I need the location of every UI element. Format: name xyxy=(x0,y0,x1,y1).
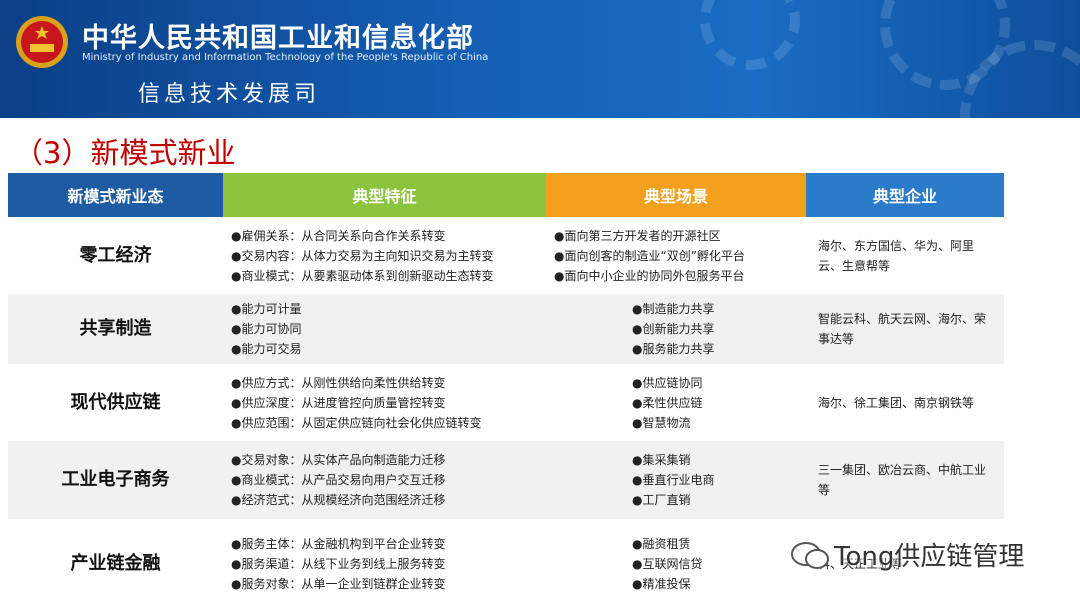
feature-item: ●服务主体：从金融机构到平台企业转变 xyxy=(231,537,446,551)
feature-item: ●能力可计量 xyxy=(231,302,302,316)
feature-item: ●商业模式：从产品交易向用户交互迁移 xyxy=(231,473,446,487)
column-header: 典型特征 xyxy=(223,173,546,217)
feature-item: ●能力可交易 xyxy=(231,342,302,356)
enterprises-cell: 海尔、东方国信、华为、阿里云、生意帮等 xyxy=(806,217,1004,294)
scenes-cell: ●面向第三方开发者的开源社区 ●面向创客的制造业“双创”孵化平台 ●面向中小企业的协… xyxy=(546,217,806,294)
scene-item: ●智慧物流 xyxy=(632,415,691,430)
enterprises-cell: 海尔、徐工集团、南京钢铁等 xyxy=(806,364,1004,441)
features-cell: ●交易对象：从实体产品向制造能力迁移 ●商业模式：从产品交易向用户交互迁移 ●经济范… xyxy=(223,441,546,519)
feature-item: ●服务渠道：从线下业务到线上服务转变 xyxy=(231,557,446,571)
scene-item: ●垂直行业电商 xyxy=(632,473,715,487)
row-name: 共享制造 xyxy=(8,294,223,364)
features-cell: ●能力可计量 ●能力可协同 ●能力可交易 xyxy=(223,294,546,364)
features-cell: ●雇佣关系：从合同关系向合作关系转变 ●交易内容：从体力交易为主向知识交易为主转变… xyxy=(223,217,546,294)
scenes-cell: ●融资租赁 ●互联网信贷 ●精准投保 xyxy=(546,519,806,609)
row-name: 零工经济 xyxy=(8,217,223,294)
enterprises-cell: 科、天正工业等 xyxy=(806,519,1004,609)
org-subtitle: Ministry of Industry and Information Tec… xyxy=(82,52,489,63)
feature-item: ●交易内容：从体力交易为主向知识交易为主转变 xyxy=(231,248,494,263)
scene-item: ●工厂直销 xyxy=(632,493,691,507)
scenes-cell: ●制造能力共享 ●创新能力共享 ●服务能力共享 xyxy=(546,294,806,364)
column-header: 典型企业 xyxy=(806,173,1004,217)
scene-item: ●创新能力共享 xyxy=(632,322,715,336)
table-row: 产业链金融 ●服务主体：从金融机构到平台企业转变 ●服务渠道：从线下业务到线上服务转… xyxy=(8,519,1004,609)
table-row: 工业电子商务 ●交易对象：从实体产品向制造能力迁移 ●商业模式：从产品交易向用户交互… xyxy=(8,441,1004,519)
scene-item: ●精准投保 xyxy=(632,577,691,591)
features-cell: ●供应方式：从刚性供给向柔性供给转变 ●供应深度：从进度管控向质量管控转变 ●供应范… xyxy=(223,364,546,441)
table-row: 共享制造 ●能力可计量 ●能力可协同 ●能力可交易 ●制造能力共享 ●创新能力共享 ●服务能… xyxy=(8,294,1004,364)
row-name: 现代供应链 xyxy=(8,364,223,441)
scene-item: ●面向创客的制造业“双创”孵化平台 xyxy=(554,248,745,263)
feature-item: ●供应范围：从固定供应链向社会化供应链转变 xyxy=(231,415,482,430)
feature-item: ●供应深度：从进度管控向质量管控转变 xyxy=(231,395,446,410)
scene-item: ●互联网信贷 xyxy=(632,557,703,571)
row-name: 产业链金融 xyxy=(8,519,223,609)
enterprises-cell: 智能云科、航天云网、海尔、荣事达等 xyxy=(806,294,1004,364)
scene-item: ●面向中小企业的协同外包服务平台 xyxy=(554,268,745,283)
emblem xyxy=(16,16,68,68)
column-header: 新模式新业态 xyxy=(8,173,223,217)
scene-item: ●供应链协同 xyxy=(632,375,703,390)
org-title: 中华人民共和国工业和信息化部 xyxy=(82,23,474,54)
enterprises-cell: 三一集团、欧冶云商、中航工业等 xyxy=(806,441,1004,519)
scene-item: ●融资租赁 xyxy=(632,537,691,551)
column-header: 典型场景 xyxy=(546,173,806,217)
scenes-cell: ●集采集销 ●垂直行业电商 ●工厂直销 xyxy=(546,441,806,519)
gear-decoration xyxy=(700,0,800,70)
scenes-cell: ●供应链协同 ●柔性供应链 ●智慧物流 xyxy=(546,364,806,441)
table-body: 零工经济 ●雇佣关系：从合同关系向合作关系转变 ●交易内容：从体力交易为主向知识交易… xyxy=(8,217,1004,609)
table: 新模式新业态 典型特征 典型场景 典型企业 零工经济 ●雇佣关系：从合同关系向合作关系转… xyxy=(8,173,1004,609)
feature-item: ●商业模式：从要素驱动体系到创新驱动生态转变 xyxy=(231,268,494,283)
feature-item: ●能力可协同 xyxy=(231,322,302,336)
feature-item: ●服务对象：从单一企业到链群企业转变 xyxy=(231,577,446,591)
row-name: 工业电子商务 xyxy=(8,441,223,519)
table-row: 现代供应链 ●供应方式：从刚性供给向柔性供给转变 ●供应深度：从进度管控向质量管控转… xyxy=(8,364,1004,441)
watermark-icon xyxy=(791,542,829,569)
features-cell: ●服务主体：从金融机构到平台企业转变 ●服务渠道：从线下业务到线上服务转变 ●服务对… xyxy=(223,519,546,609)
feature-item: ●经济范式：从规模经济向范围经济迁移 xyxy=(231,493,446,507)
section-title: （3）新模式新业 xyxy=(14,136,236,170)
table-row: 零工经济 ●雇佣关系：从合同关系向合作关系转变 ●交易内容：从体力交易为主向知识交易… xyxy=(8,217,1004,294)
scene-item: ●集采集销 xyxy=(632,453,691,467)
watermark: Tong供应链管理 xyxy=(834,542,1025,572)
scene-item: ●面向第三方开发者的开源社区 xyxy=(554,228,721,243)
scene-item: ●柔性供应链 xyxy=(632,395,703,410)
header-row: 新模式新业态 典型特征 典型场景 典型企业 xyxy=(8,173,1004,217)
feature-item: ●雇佣关系：从合同关系向合作关系转变 xyxy=(231,228,446,243)
feature-item: ●供应方式：从刚性供给向柔性供给转变 xyxy=(231,375,446,390)
feature-item: ●交易对象：从实体产品向制造能力迁移 xyxy=(231,453,446,467)
scene-item: ●服务能力共享 xyxy=(632,342,715,356)
scene-item: ●制造能力共享 xyxy=(632,302,715,316)
department: 信息技术发展司 xyxy=(138,82,321,107)
banner: 中华人民共和国工业和信息化部 Ministry of Industry and … xyxy=(0,0,1080,118)
